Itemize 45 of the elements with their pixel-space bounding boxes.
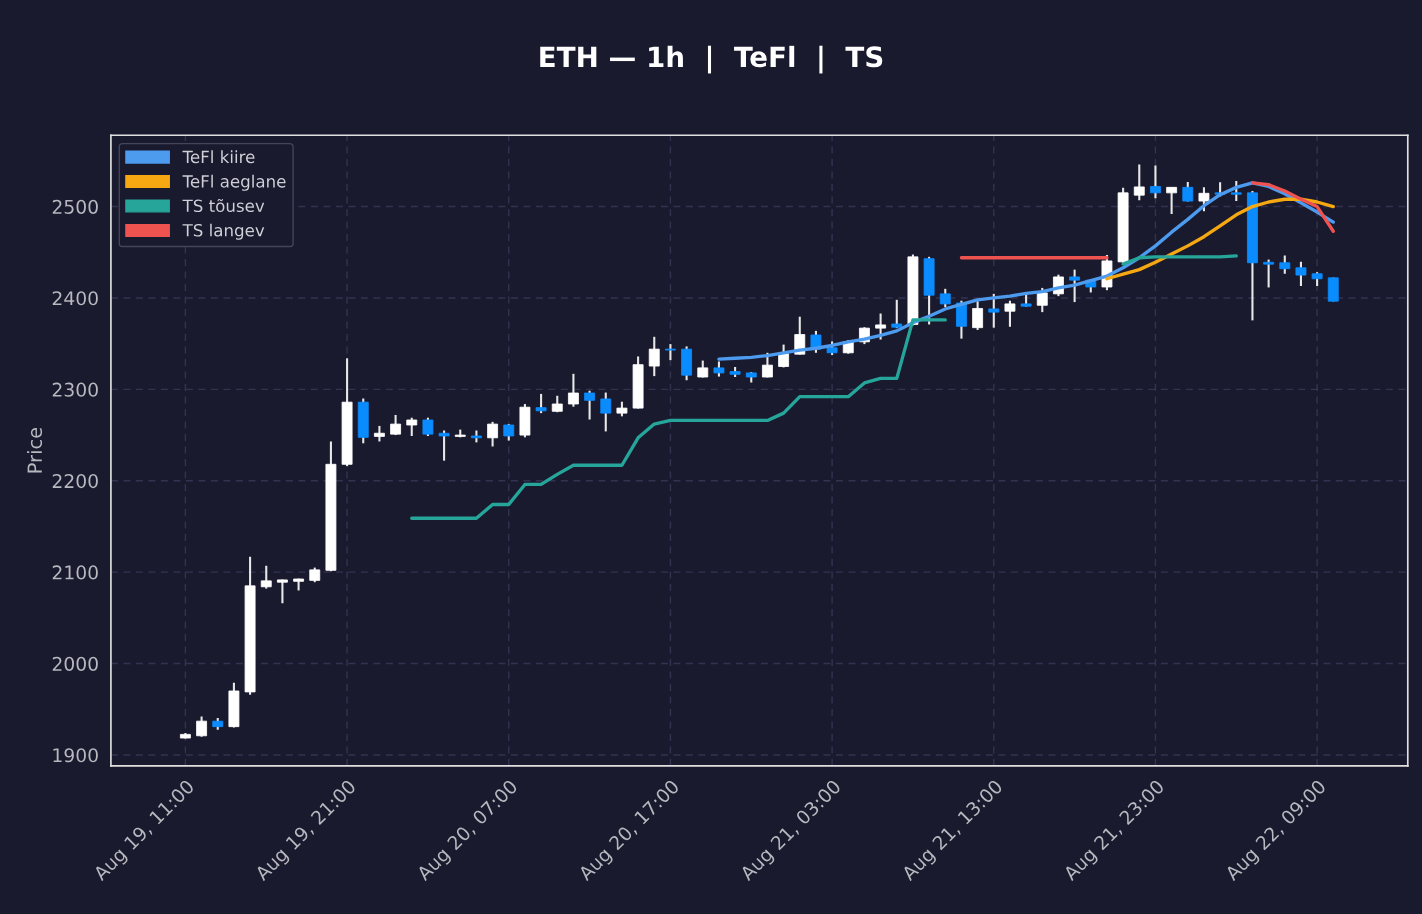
candlestick [487,420,499,448]
candlestick [891,298,903,330]
candlestick [535,392,547,415]
candlestick [939,287,951,309]
candlestick [260,564,272,590]
y-tick-label: 2500 [52,199,98,214]
candlestick [422,416,434,438]
candlestick [1069,268,1081,304]
candlestick [1182,180,1194,203]
y-tick-label: 1900 [53,748,98,763]
candlestick [875,312,887,341]
candlestick [1327,276,1339,303]
y-tick-label: 2400 [52,291,98,306]
candlestick [1295,260,1307,288]
y-axis-title: Price [27,427,43,473]
y-tick-label: 2000 [52,656,98,671]
candlestick [1150,164,1161,200]
candlestick [600,391,612,433]
y-tick-label: 2300 [52,382,98,397]
candlestick [1133,163,1145,202]
candlestick [956,299,967,340]
candlestick [276,578,288,605]
candlestick [1036,286,1048,314]
legend-label: TeFl aeglane [182,174,286,191]
candlestick [567,372,579,408]
candlestick [1263,258,1275,289]
y-tick-label: 2200 [52,473,98,489]
candlestick [584,389,596,421]
candlestick [1198,186,1210,213]
candlestick [972,300,984,331]
candlestick [988,292,1000,329]
candlestick [1004,299,1016,328]
candlestick [1279,254,1291,275]
candlestick [762,351,773,379]
y-tick-label: 2100 [52,565,98,580]
candlestick [1230,179,1242,203]
candlestick [1166,185,1178,215]
candlestick [406,416,418,438]
candlestick [648,335,660,378]
chart-title: ETH — 1h | TeFl | TS [540,45,883,74]
candlestick [196,715,208,738]
candlestick [438,429,450,462]
legend-label: TS tõusev [182,198,265,213]
legend-label: TS langev [182,223,265,240]
legend-label: TeFl kiire [182,150,255,164]
